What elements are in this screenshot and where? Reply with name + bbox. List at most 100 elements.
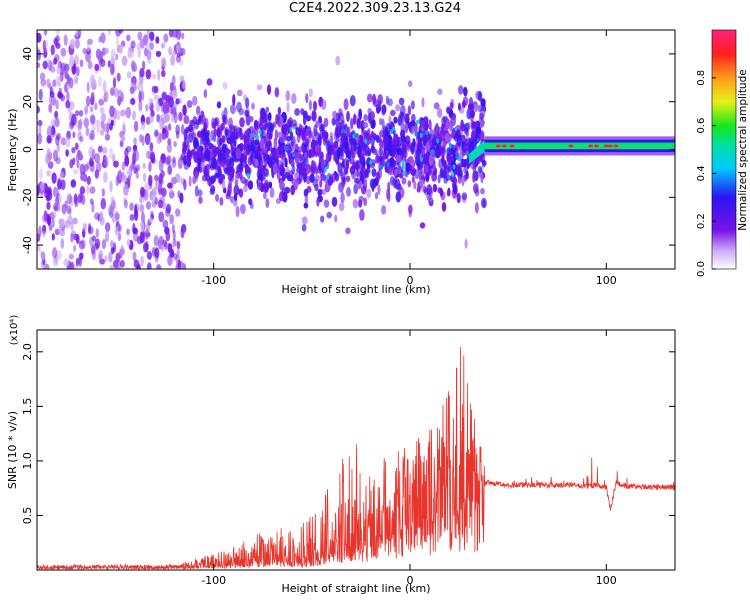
- spectrogram-cell: [398, 165, 402, 171]
- spectrogram-cell: [361, 142, 367, 152]
- spectrogram-cell: [414, 168, 420, 180]
- spectrogram-cell: [103, 156, 109, 168]
- spectrogram-cell: [73, 75, 79, 85]
- spectrogram-cell: [370, 110, 375, 121]
- spectrogram-cell: [433, 102, 440, 110]
- spectrogram-cell: [441, 202, 447, 212]
- spectrogram-cell: [66, 205, 72, 214]
- spectrogram-cell: [327, 146, 332, 156]
- spectrogram-cell: [63, 34, 68, 46]
- spectrogram-cell: [323, 167, 327, 173]
- spectrogram-cell: [101, 188, 105, 197]
- spectrogram-cell: [308, 88, 313, 98]
- spectrogram-cell: [400, 129, 406, 139]
- spectrogram-cell: [357, 146, 361, 157]
- spectrogram-cell: [179, 75, 185, 82]
- spectrogram-cell: [139, 186, 145, 198]
- spectrogram-cell: [109, 87, 115, 96]
- spectrogram-cell: [302, 168, 306, 180]
- spectrogram-cell: [37, 62, 41, 69]
- colorbar: 0.0 0.2 0.4 0.6 0.8 Normalized spectral ampl…: [696, 29, 749, 277]
- spectrogram-cell: [414, 131, 418, 137]
- spectrogram-cell: [381, 204, 387, 215]
- spectrogram-cell: [256, 182, 263, 191]
- spectrogram-cell: [161, 201, 166, 210]
- spectrogram-cell: [116, 110, 121, 121]
- spectrogram-cell: [197, 161, 201, 172]
- spectrogram-cell: [137, 81, 144, 93]
- spectrogram-cell: [378, 117, 383, 126]
- spectrogram-cell: [192, 175, 197, 185]
- spectrogram-cell: [457, 85, 464, 95]
- spectrogram-cell: [501, 144, 507, 148]
- spectrogram-cell: [509, 144, 515, 148]
- spectrogram-cell: [289, 126, 293, 132]
- spectrogram-cell: [75, 66, 80, 77]
- spectrogram-cell: [375, 171, 381, 182]
- spectrogram-cell: [42, 40, 46, 52]
- spectrogram-cell: [137, 31, 143, 41]
- colorbar-tick-label: 0.0: [696, 261, 707, 277]
- spectrogram-cell: [153, 235, 159, 247]
- spectrogram-cell: [365, 133, 372, 141]
- spectrogram-cell: [188, 175, 192, 187]
- spectrogram-cell: [122, 120, 126, 133]
- spectrogram-cells: [37, 30, 675, 269]
- spectrogram-cell: [456, 135, 462, 147]
- spectrogram-cell: [99, 58, 106, 68]
- spectrogram-cell: [145, 200, 152, 210]
- spectrogram-cell: [162, 219, 169, 229]
- spectrogram-cell: [86, 175, 91, 186]
- spectrogram-cell: [338, 202, 345, 212]
- spectrogram-cell: [343, 132, 348, 143]
- spectrogram-cell: [358, 199, 363, 208]
- spectrogram-cell: [71, 146, 76, 154]
- spectrogram-cell: [260, 166, 266, 173]
- spectrogram-cell: [66, 91, 70, 102]
- spectrogram-cell: [154, 174, 159, 182]
- spectrogram-cell: [219, 124, 224, 133]
- spectrogram-cell: [90, 245, 95, 255]
- spectrogram-cell: [65, 149, 69, 157]
- spectrogram-cell: [239, 203, 246, 215]
- spectrogram-cell: [109, 105, 115, 118]
- spectrogram-cell: [474, 201, 479, 214]
- spectrogram-cell: [43, 30, 48, 36]
- spectrogram-cell: [359, 170, 363, 180]
- spectrogram-cell: [109, 180, 113, 193]
- spectrogram-cell: [449, 119, 453, 130]
- spectrogram-cell: [152, 73, 157, 80]
- spectrogram-cell: [259, 137, 265, 150]
- spectrogram-cell: [117, 95, 122, 106]
- spectrogram-cell: [236, 101, 242, 113]
- spectrogram-cell: [158, 132, 163, 143]
- spectrogram-cell: [102, 80, 107, 93]
- spectrogram-cell: [124, 147, 129, 159]
- spectrogram-cell: [251, 102, 255, 110]
- spectrogram-cell: [188, 132, 194, 144]
- spectrogram-cell: [55, 135, 60, 146]
- spectrogram-cell: [463, 166, 469, 174]
- spectrogram-cell: [350, 137, 355, 145]
- spectrogram-cell: [378, 147, 383, 157]
- spectrogram-cell: [148, 114, 154, 124]
- spectrogram-cell: [101, 239, 107, 250]
- spectrogram-cell: [112, 259, 119, 269]
- spectrogram-cell: [229, 157, 235, 169]
- spectrogram-cell: [454, 126, 458, 132]
- spectrogram-cell: [119, 248, 126, 255]
- spectrogram-cell: [140, 121, 146, 131]
- spectrogram-cell: [165, 113, 170, 123]
- spectrogram-cell: [301, 223, 307, 232]
- spectrogram-cell: [312, 135, 316, 143]
- spectrogram-cell: [82, 47, 87, 55]
- spectrogram-cell: [412, 138, 416, 148]
- spectrogram-cell: [200, 160, 205, 173]
- spectrogram-cell: [318, 161, 322, 172]
- spectrogram-cell: [150, 154, 156, 164]
- colorbar-tick-label: 0.4: [696, 165, 707, 181]
- spectrogram-cell: [229, 131, 236, 142]
- spectrogram-cell: [94, 153, 101, 164]
- spectrogram-cell: [607, 144, 613, 148]
- spectrogram-cell: [95, 161, 102, 173]
